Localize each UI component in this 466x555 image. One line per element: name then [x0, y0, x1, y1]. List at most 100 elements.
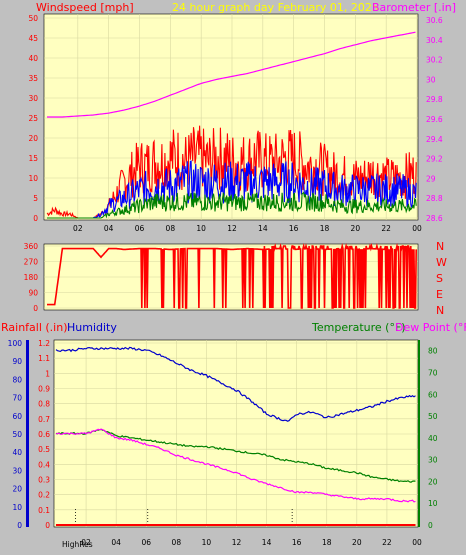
humidity-tick: 80: [12, 375, 22, 384]
x-tick-label: 22: [381, 224, 391, 233]
x-tick-label: 16: [289, 224, 299, 233]
x-tick-label: 08: [166, 224, 176, 233]
compass-label: S: [436, 272, 443, 285]
direction-tick: 90: [28, 289, 38, 298]
x-tick-label: 00: [412, 224, 422, 233]
rainfall-tick: 0.8: [38, 400, 50, 409]
direction-tick: 0: [33, 304, 38, 313]
temperature-tick: 70: [428, 369, 438, 378]
barometer-tick: 28.8: [426, 194, 443, 203]
humidity-tick: 60: [12, 412, 22, 421]
temperature-axis-bar: [418, 340, 420, 527]
temperature-tick: 30: [428, 456, 438, 465]
rainfall-tick: 0.4: [38, 460, 50, 469]
windspeed-tick: 0: [33, 214, 38, 223]
x-tick-label: 22: [382, 538, 392, 547]
x-tick-label: 08: [172, 538, 182, 547]
series-line-wind-average: [47, 191, 417, 219]
x-tick-label: 04: [104, 224, 114, 233]
temperature-tick: 80: [428, 347, 438, 356]
barometer-tick: 30: [426, 75, 436, 84]
series-line-temperature-f-: [55, 428, 416, 483]
barometer-line: [47, 31, 416, 118]
temperature-tick: 10: [428, 499, 438, 508]
series-line-humidity: [55, 346, 416, 422]
compass-label: E: [436, 288, 443, 301]
temperature-axis-label: Temperature (°F): [311, 321, 406, 334]
barometer-tick: 30.4: [426, 36, 443, 45]
barometer-tick: 28.6: [426, 214, 443, 223]
temperature-tick: 0: [428, 521, 433, 530]
x-tick-label: 18: [320, 224, 330, 233]
humidity-tick: 10: [12, 503, 22, 512]
windspeed-tick: 10: [28, 174, 38, 183]
windspeed-tick: 25: [28, 114, 38, 123]
windspeed-tick: 5: [33, 194, 38, 203]
humidity-tick: 70: [12, 394, 22, 403]
rainfall-tick: 0.6: [38, 430, 50, 439]
x-tick-label: 06: [135, 224, 145, 233]
humidity-tick: 0: [17, 521, 22, 530]
wind-direction-line: [47, 242, 417, 309]
windspeed-tick: 35: [28, 74, 38, 83]
series-line-dew-point-f-: [55, 428, 416, 503]
x-tick-label: 14: [262, 538, 272, 547]
rainfall-tick: 0.9: [38, 385, 50, 394]
rainfall-tick: 1.2: [38, 339, 50, 348]
direction-tick: 270: [24, 258, 39, 267]
humidity-tick: 30: [12, 466, 22, 475]
rainfall-tick: 0.5: [38, 445, 50, 454]
x-tick-label: 00: [412, 538, 422, 547]
x-tick-label: 10: [202, 538, 212, 547]
temperature-tick: 40: [428, 434, 438, 443]
wind-barometer-panel: 0 5 10 15 20 25 30 35 40 45 50 02 04 06 08 10 12 14 16 18 20…: [28, 13, 443, 233]
windspeed-tick: 20: [28, 134, 38, 143]
rainfall-tick: 1: [45, 369, 50, 378]
humidity-axis-bar: [26, 340, 29, 527]
rainfall-tick: 0.7: [38, 415, 50, 424]
barometer-tick: 30.6: [426, 16, 443, 25]
barometer-tick: 30.2: [426, 56, 443, 65]
barometer-tick: 29.6: [426, 115, 443, 124]
compass-label: W: [436, 256, 447, 269]
x-tick-label: 16: [292, 538, 302, 547]
humidity-temperature-panel: 010203040506070809010000.10.20.30.40.50.…: [8, 339, 438, 547]
x-tick-label: 12: [227, 224, 237, 233]
rainfall-tick: 0.1: [38, 506, 50, 515]
x-tick-label: 14: [258, 224, 268, 233]
rainfall-tick: 0.3: [38, 476, 50, 485]
windspeed-axis-label: Windspeed [mph]: [36, 1, 134, 14]
temperature-tick: 20: [428, 477, 438, 486]
direction-tick: 180: [24, 273, 39, 282]
rainfall-tick: 0.2: [38, 491, 50, 500]
compass-label: N: [436, 304, 444, 317]
humidity-tick: 90: [12, 357, 22, 366]
compass-label: N: [436, 240, 444, 253]
windspeed-tick: 45: [28, 34, 38, 43]
dewpoint-axis-label: Dew Point (°F): [395, 321, 466, 334]
x-tick-label: 12: [232, 538, 242, 547]
x-tick-label: 02: [81, 538, 91, 547]
barometer-tick: 29.8: [426, 95, 443, 104]
x-tick-label: 06: [141, 538, 151, 547]
windspeed-tick: 40: [28, 54, 38, 63]
rainfall-tick: 1.1: [38, 354, 50, 363]
humidity-axis-label: Humidity: [67, 321, 117, 334]
windspeed-tick: 50: [28, 14, 38, 23]
humidity-tick: 40: [12, 448, 22, 457]
temperature-tick: 60: [428, 390, 438, 399]
humidity-tick: 20: [12, 485, 22, 494]
x-tick-label: 20: [351, 224, 361, 233]
plot-area: [53, 339, 419, 528]
rainfall-tick: 0: [45, 521, 50, 530]
x-tick-label: 20: [352, 538, 362, 547]
barometer-axis-label: Barometer [.in]: [372, 1, 456, 14]
temperature-tick: 50: [428, 412, 438, 421]
windspeed-tick: 15: [28, 154, 38, 163]
chart-title: 24 hour graph day February 01, 2025: [172, 1, 379, 14]
x-tick-label: 02: [73, 224, 83, 233]
humidity-tick: 100: [8, 339, 23, 348]
direction-tick: 360: [24, 242, 39, 251]
